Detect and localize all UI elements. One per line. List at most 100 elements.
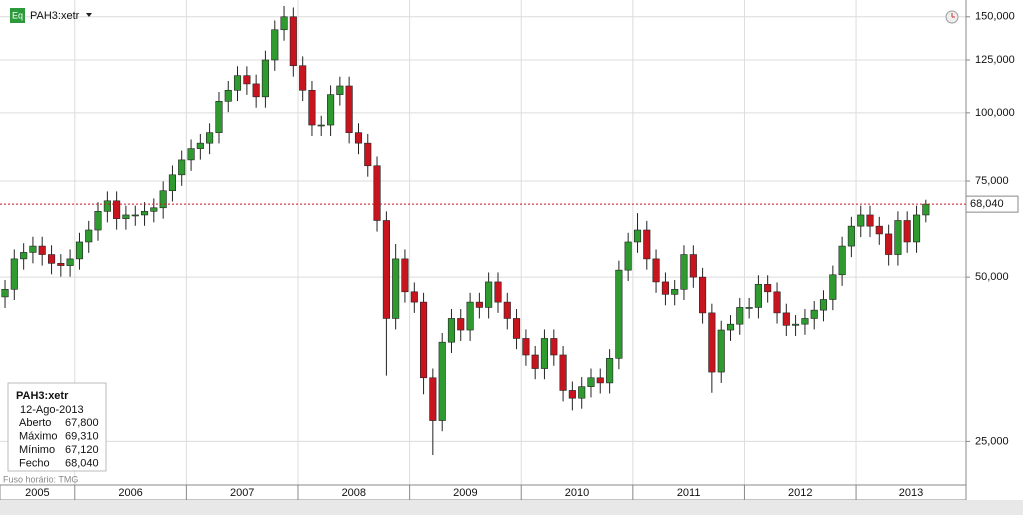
candle-body — [699, 276, 707, 314]
candle-body — [587, 377, 595, 387]
candles-layer — [1, 5, 930, 456]
info-rows: Aberto 67,800 Máximo 69,310 Mínimo 67,120 Fech… — [19, 417, 99, 470]
candle-body — [745, 307, 753, 309]
candle-body — [903, 220, 911, 243]
candle-body — [289, 16, 297, 67]
candle-body — [327, 94, 335, 126]
candle-body — [66, 258, 74, 266]
candle-body — [140, 211, 149, 216]
grid-layer — [0, 0, 966, 485]
candle-body — [392, 258, 400, 319]
x-tick-label: 2012 — [788, 487, 812, 499]
info-row-label: Máximo — [19, 430, 58, 442]
candle-body — [420, 301, 428, 379]
candle-body — [215, 101, 223, 133]
candle-body — [913, 214, 921, 243]
candle-body — [885, 233, 893, 255]
chart-title[interactable]: PAH3:xetr — [30, 10, 80, 22]
candle-body — [187, 148, 195, 161]
info-row-label: Fecho — [19, 457, 50, 469]
candle-body — [606, 358, 614, 384]
candle-body — [689, 254, 697, 278]
dropdown-arrow[interactable] — [86, 13, 92, 17]
info-row-value: 67,120 — [65, 444, 99, 456]
candle-body — [280, 16, 288, 31]
candle-body — [652, 258, 660, 283]
candle-body — [847, 225, 855, 247]
last-price-label: 68,040 — [970, 198, 1004, 210]
candle-body — [75, 241, 84, 260]
candle-body — [48, 254, 56, 264]
y-tick-label: 50,000 — [975, 271, 1009, 283]
candle-body — [819, 299, 828, 311]
candle-body — [196, 142, 204, 149]
candle-body — [829, 274, 837, 300]
bottom-strip — [0, 500, 1023, 515]
candle-body — [233, 75, 242, 91]
candle-body — [792, 323, 800, 326]
candle-body — [243, 75, 251, 85]
candle-body — [159, 190, 167, 209]
candle-body — [150, 207, 158, 212]
candle-body — [252, 83, 260, 98]
candle-body — [317, 124, 325, 127]
last-price-box — [965, 195, 1019, 213]
candle-body — [29, 245, 37, 253]
candle-body — [457, 318, 465, 331]
candle-body — [764, 284, 772, 293]
candle-body — [531, 354, 539, 369]
x-tick-label: 2013 — [899, 487, 923, 499]
candle-body — [178, 159, 186, 176]
candle-body — [857, 214, 865, 227]
candle-body — [578, 386, 586, 399]
x-tick-label: 2011 — [677, 487, 701, 499]
candle-body — [345, 85, 353, 133]
eq-icon[interactable] — [10, 8, 25, 23]
y-tick-label: 100,000 — [975, 107, 1015, 119]
candle-body — [754, 284, 762, 308]
x-tick-label: 2006 — [118, 487, 142, 499]
candle-body — [382, 220, 390, 319]
eq-icon-text: Eq — [12, 10, 23, 20]
candle-body — [410, 291, 418, 303]
candle-body — [838, 245, 846, 276]
candle-body — [559, 354, 567, 391]
candle-body — [661, 281, 669, 295]
candle-body — [736, 307, 744, 325]
candle-body — [20, 252, 28, 260]
candle-body — [596, 377, 604, 384]
info-row-value: 68,040 — [65, 457, 99, 469]
candle-body — [512, 318, 521, 339]
info-row-label: Mínimo — [19, 444, 55, 456]
info-row-label: Aberto — [19, 417, 51, 429]
candle-body — [773, 291, 781, 314]
y-tick-label: 75,000 — [975, 175, 1009, 187]
candle-body — [85, 229, 93, 243]
candle-body — [894, 220, 902, 255]
candle-body — [103, 200, 111, 212]
candle-body — [568, 390, 576, 399]
candle-body — [810, 309, 818, 319]
candle-body — [131, 214, 139, 217]
x-tick-label: 2009 — [453, 487, 477, 499]
candle-body — [364, 142, 372, 167]
candle-body — [643, 229, 651, 260]
candle-body — [10, 258, 18, 290]
candle-body — [671, 288, 679, 295]
candle-body — [550, 338, 558, 356]
candle-body — [401, 258, 409, 293]
candle-body — [373, 165, 381, 221]
candle-body — [522, 338, 530, 356]
candle-body — [261, 59, 269, 98]
candle-body — [782, 312, 790, 326]
candle-body — [485, 281, 493, 308]
candle-body — [57, 263, 65, 266]
info-date: 12-Ago-2013 — [20, 404, 84, 416]
info-symbol: PAH3:xetr — [16, 390, 69, 402]
candle-body — [475, 301, 483, 308]
candle-body — [503, 301, 511, 319]
candle-body — [540, 338, 548, 369]
candle-body — [447, 318, 456, 343]
